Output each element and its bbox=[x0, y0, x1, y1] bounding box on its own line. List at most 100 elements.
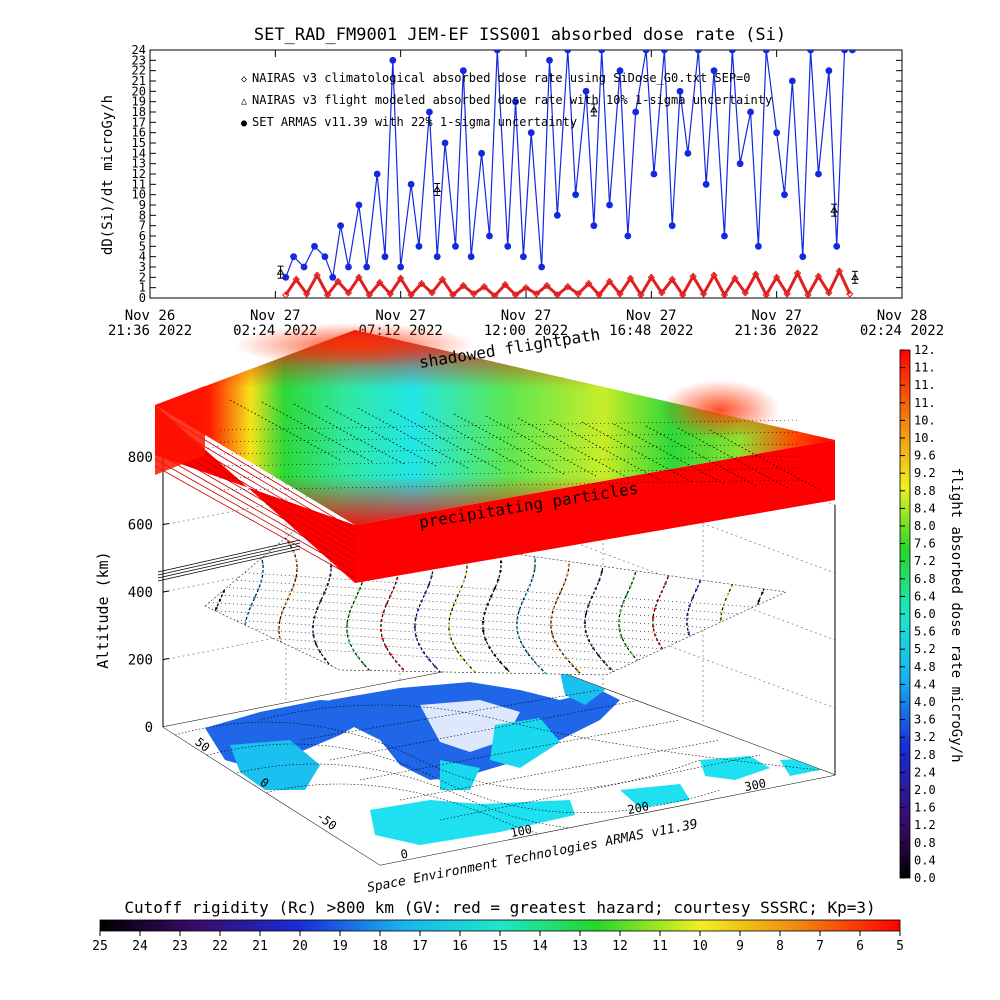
data-point bbox=[522, 283, 530, 292]
y-tick-label: 3 bbox=[139, 260, 146, 274]
data-point bbox=[590, 222, 598, 230]
dose-colorbar-tick-label: 4.8 bbox=[914, 660, 936, 674]
x3d-tick-label: 200 bbox=[626, 799, 650, 817]
dose-colorbar-tick-label: 4.4 bbox=[914, 677, 936, 691]
orbit-track bbox=[539, 524, 581, 674]
series-nairas-flight bbox=[276, 103, 859, 284]
legend: ◇ NAIRAS v3 climatological absorbed dose … bbox=[241, 71, 772, 129]
slab-track bbox=[219, 467, 801, 479]
continent bbox=[490, 718, 560, 768]
y-tick-label: 4 bbox=[139, 250, 146, 264]
data-point bbox=[668, 222, 676, 230]
slab-track bbox=[357, 407, 469, 469]
chart-title: SET_RAD_FM9001 JEM-EF ISS001 absorbed do… bbox=[254, 25, 786, 45]
orbit-left-line bbox=[157, 542, 301, 576]
data-point bbox=[702, 180, 710, 188]
data-point bbox=[501, 280, 509, 289]
dose-colorbar-tick-label: 8.8 bbox=[914, 484, 936, 498]
slab-track bbox=[453, 413, 565, 475]
slab-track bbox=[485, 415, 597, 477]
continent bbox=[440, 760, 480, 790]
dose-colorbar-tick-label: 2.4 bbox=[914, 765, 936, 779]
data-point bbox=[584, 279, 593, 288]
data-point bbox=[290, 253, 298, 261]
slab-hotspot bbox=[235, 323, 475, 367]
rigidity-colorbar-tick-label: 5 bbox=[896, 939, 904, 954]
continent bbox=[370, 800, 575, 845]
data-point bbox=[282, 291, 290, 298]
dose-colorbar-tick-label: 1.6 bbox=[914, 801, 936, 815]
orbit-track-dose bbox=[471, 524, 513, 675]
data-point bbox=[595, 291, 603, 298]
data-point bbox=[538, 263, 546, 271]
data-point bbox=[415, 242, 423, 250]
y-tick-label: 15 bbox=[132, 136, 146, 150]
dose-colorbar-tick-label: 9.2 bbox=[914, 466, 936, 480]
data-point bbox=[355, 273, 363, 282]
x-tick-label: Nov 28 bbox=[877, 308, 928, 324]
rigidity-colorbar-tick-label: 9 bbox=[736, 939, 744, 954]
data-point bbox=[292, 275, 300, 284]
dose-colorbar-tick-label: 11. bbox=[914, 396, 936, 410]
data-point bbox=[344, 289, 353, 297]
data-point bbox=[504, 242, 512, 250]
data-point bbox=[321, 253, 329, 261]
data-point bbox=[480, 282, 488, 291]
data-point bbox=[486, 232, 493, 240]
dose-colorbar-tick-label: 5.6 bbox=[914, 625, 936, 639]
data-point bbox=[642, 50, 650, 54]
data-point bbox=[783, 290, 791, 298]
data-point bbox=[334, 277, 342, 286]
data-point bbox=[553, 211, 561, 219]
dose-colorbar-tick-label: 7.2 bbox=[914, 554, 936, 568]
x-tick-label: Nov 27 bbox=[751, 308, 802, 324]
rigidity-colorbar-tick-label: 20 bbox=[292, 939, 308, 954]
data-point bbox=[543, 281, 551, 290]
orbit-left-stripe bbox=[157, 539, 301, 582]
data-point bbox=[650, 170, 658, 178]
data-point bbox=[276, 268, 285, 275]
data-point bbox=[564, 282, 572, 291]
data-point bbox=[546, 56, 553, 64]
data-point bbox=[490, 292, 499, 298]
slab-track bbox=[261, 401, 373, 463]
data-point bbox=[807, 50, 815, 54]
z-tick-label: 600 bbox=[128, 518, 153, 534]
data-point bbox=[381, 253, 389, 261]
slab-track bbox=[517, 417, 629, 479]
dose-colorbar-tick-label: 3.6 bbox=[914, 713, 936, 727]
data-point bbox=[425, 108, 433, 116]
data-point bbox=[407, 180, 415, 188]
legend-marker: ● bbox=[241, 118, 247, 129]
data-point bbox=[762, 291, 770, 298]
data-point bbox=[386, 290, 394, 298]
data-point bbox=[582, 87, 590, 95]
x3d-tick-label: 0 bbox=[399, 847, 409, 862]
dose-colorbar-tick-label: 1.2 bbox=[914, 818, 936, 832]
y-tick-label: 14 bbox=[132, 146, 146, 160]
y-tick-label: 9 bbox=[139, 198, 146, 212]
slab-track bbox=[219, 419, 801, 431]
data-point bbox=[449, 291, 457, 298]
data-point bbox=[835, 267, 844, 275]
rigidity-colorbar-tick-label: 7 bbox=[816, 939, 824, 954]
orbit-track bbox=[437, 524, 479, 675]
data-point bbox=[373, 170, 381, 178]
3d-panel: 0 200 400 600 800 Altitude (km) bbox=[94, 323, 964, 896]
time-series-panel: SET_RAD_FM9001 JEM-EF ISS001 absorbed do… bbox=[100, 25, 944, 339]
slab-stripe bbox=[154, 444, 356, 561]
dose-colorbar-tick-label: 8.0 bbox=[914, 519, 936, 533]
y-tick-label: 1 bbox=[139, 281, 146, 295]
rigidity-colorbar-fill bbox=[99, 919, 901, 932]
x-tick-label: 02:24 2022 bbox=[860, 323, 944, 339]
dose-colorbar-tick-label: 3.2 bbox=[914, 730, 936, 744]
data-point bbox=[564, 50, 572, 54]
series-set-armas bbox=[282, 50, 856, 281]
data-point bbox=[694, 50, 702, 54]
slab-track bbox=[219, 431, 801, 443]
slab-hotspot bbox=[660, 380, 780, 440]
data-point bbox=[598, 50, 606, 54]
continent bbox=[620, 784, 690, 808]
legend-label: SET ARMAS v11.39 with 22% 1-sigma uncert… bbox=[252, 115, 577, 129]
